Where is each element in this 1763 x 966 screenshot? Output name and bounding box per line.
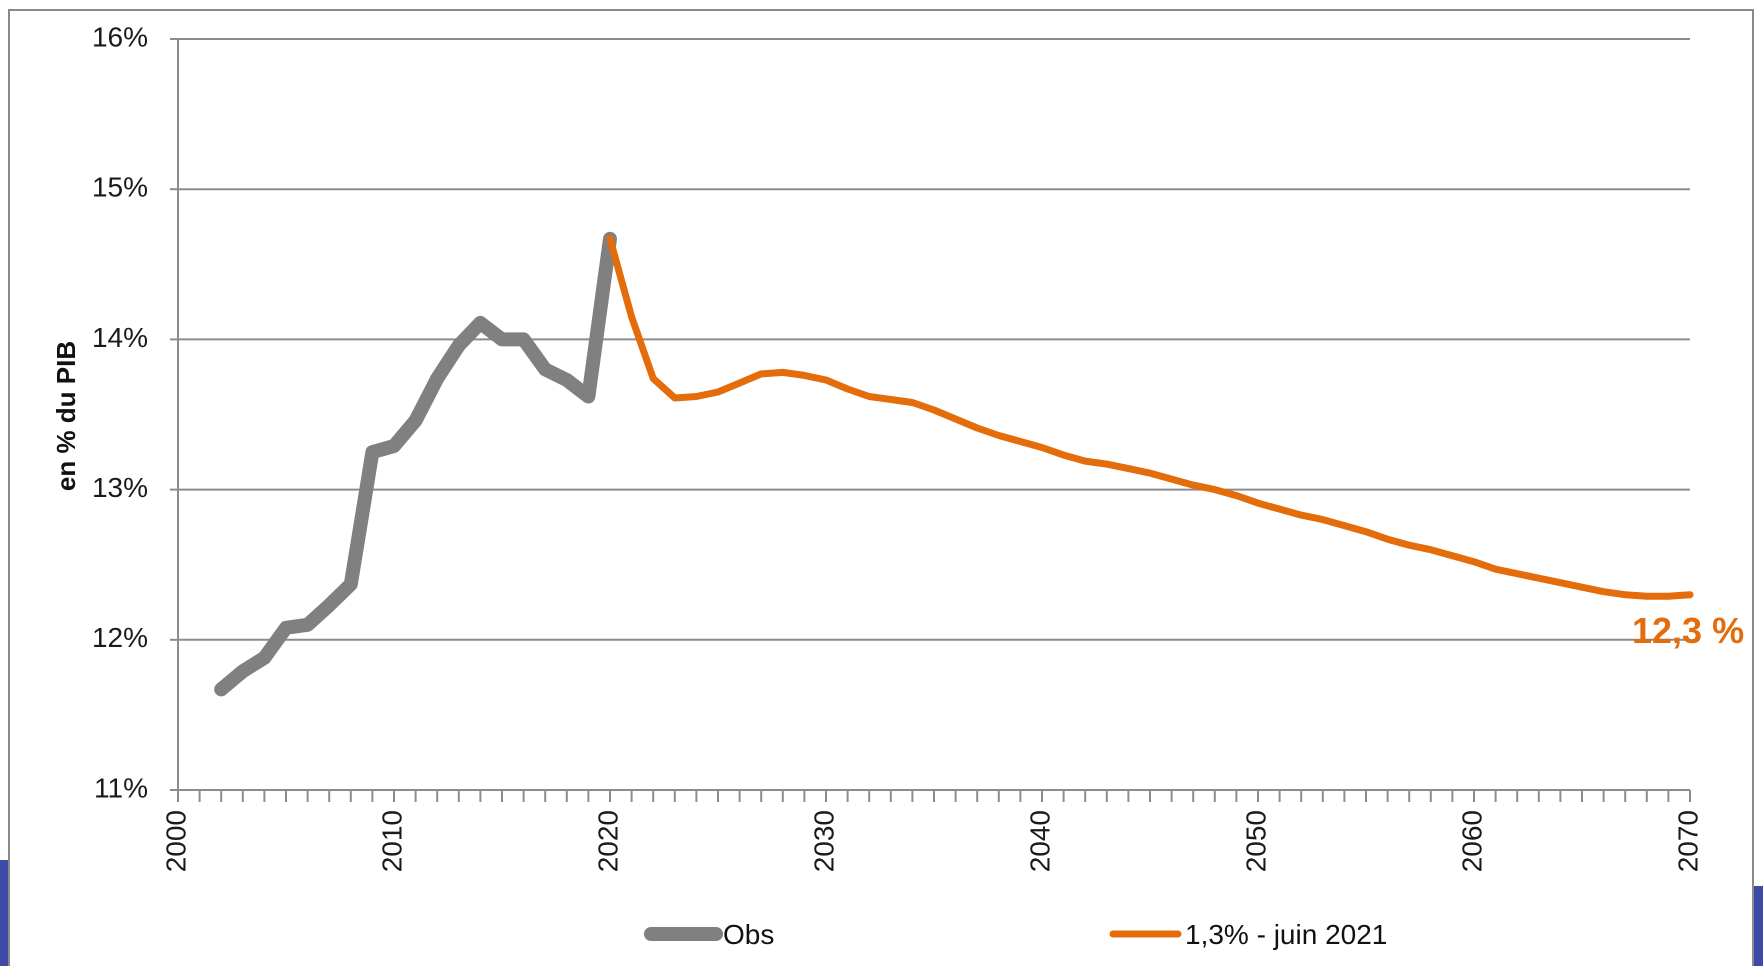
- x-tick-label: 2040: [1024, 810, 1055, 872]
- gridlines: [178, 38, 1690, 641]
- x-tick-label: 2050: [1240, 810, 1271, 872]
- y-axis-tick-labels: 11% 12% 13% 14% 15% 16%: [92, 21, 148, 803]
- slide-corner-left: [0, 860, 10, 966]
- y-tick-label: 16%: [92, 21, 148, 52]
- legend-label-projection: 1,3% - juin 2021: [1185, 919, 1387, 950]
- series-line-projection: [606, 235, 1694, 600]
- legend-label-obs: Obs: [723, 919, 774, 950]
- x-tick-label: 2060: [1456, 810, 1487, 872]
- x-tick-label: 2070: [1672, 810, 1703, 872]
- y-tick-label: 13%: [92, 472, 148, 503]
- y-tick-label: 15%: [92, 172, 148, 203]
- end-value-annotation: 12,3 %: [1632, 610, 1744, 651]
- x-tick-label: 2000: [160, 810, 191, 872]
- chart-frame: [8, 9, 1754, 966]
- y-tick-label: 12%: [92, 622, 148, 653]
- x-axis-tick-labels: 2000 2010 2020 2030 2040 2050 2060 2070: [160, 810, 1703, 872]
- x-tick-label: 2010: [376, 810, 407, 872]
- y-tick-label: 11%: [94, 772, 148, 803]
- legend: Obs 1,3% - juin 2021: [644, 919, 1387, 950]
- axes: [170, 38, 1691, 802]
- y-axis-label: en % du PIB: [51, 341, 81, 491]
- y-tick-label: 14%: [92, 322, 148, 353]
- series-lines: [214, 231, 1694, 697]
- x-tick-label: 2020: [592, 810, 623, 872]
- slide-corner-right: [1753, 886, 1763, 966]
- series-line-obs: [214, 231, 617, 697]
- x-tick-label: 2030: [808, 810, 839, 872]
